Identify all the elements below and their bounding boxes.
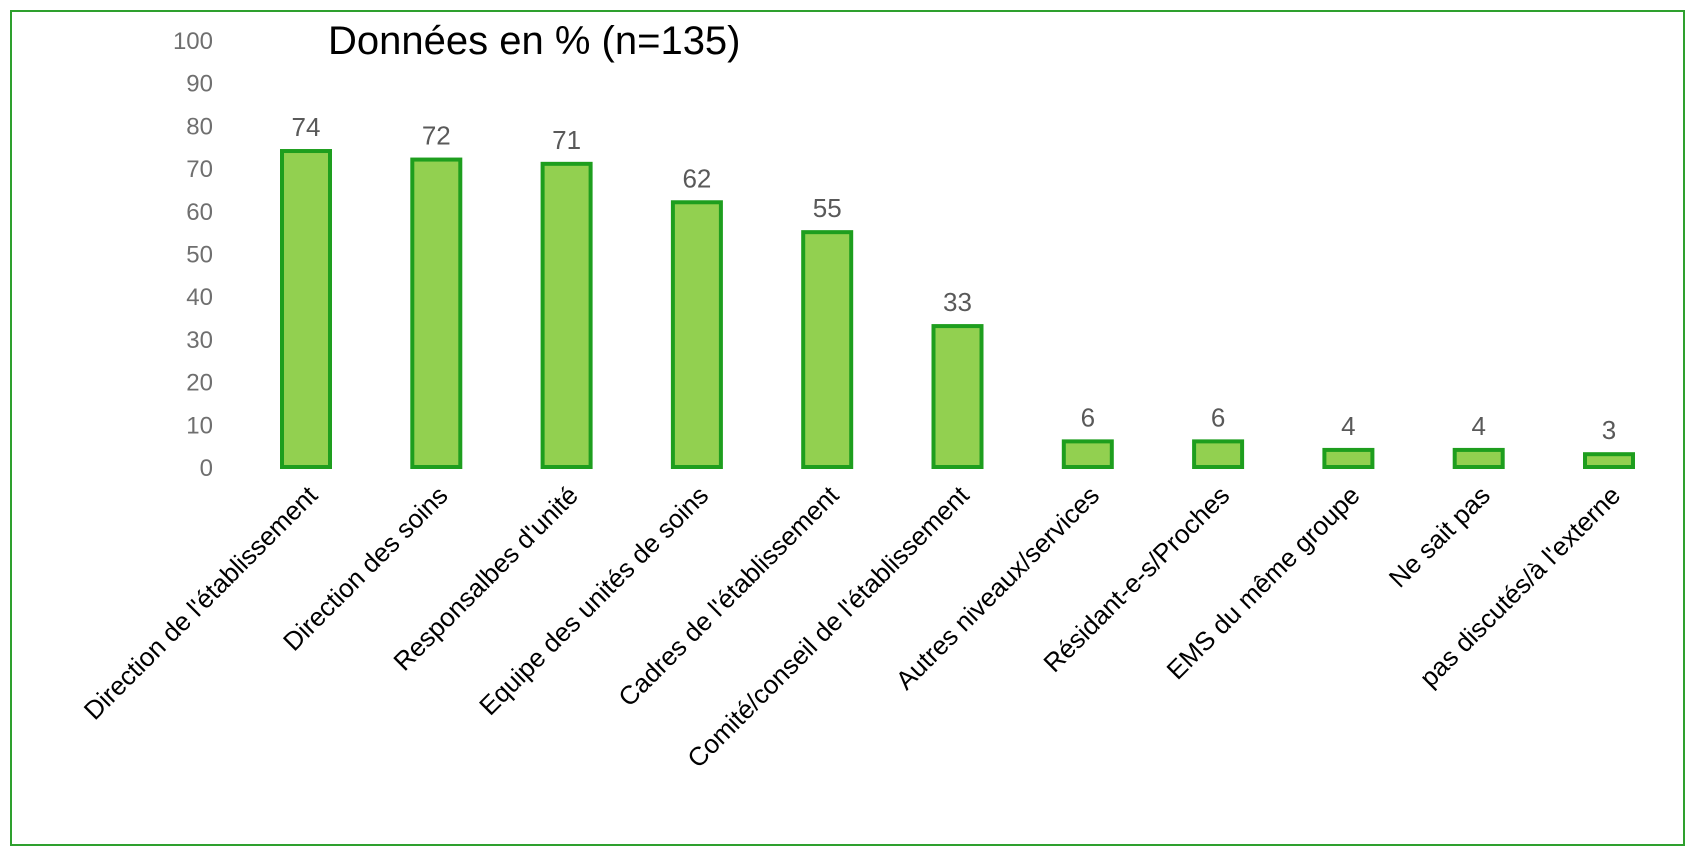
chart-title: Données en % (n=135) <box>328 19 741 63</box>
data-labels: 74 72 71 62 55 33 6 6 4 4 3 <box>292 112 1617 445</box>
bar <box>280 149 332 470</box>
y-tick-label: 10 <box>186 412 213 439</box>
data-label: 3 <box>1602 415 1616 445</box>
x-tick-label: Ne sait pas <box>1383 480 1496 593</box>
y-tick-label: 0 <box>200 455 213 482</box>
data-label: 62 <box>682 163 711 193</box>
y-tick-label: 60 <box>186 199 213 226</box>
data-label: 71 <box>552 125 581 155</box>
bar <box>1192 439 1245 470</box>
bar <box>1583 452 1635 470</box>
data-label: 74 <box>292 112 321 142</box>
bar <box>1322 447 1375 470</box>
y-tick-label: 50 <box>186 242 213 269</box>
y-tick-label: 20 <box>186 370 213 397</box>
data-label: 55 <box>813 193 842 223</box>
x-tick-label: Comité/conseil de l'établissement <box>681 479 975 773</box>
data-label: 33 <box>943 287 972 317</box>
y-tick-label: 30 <box>186 327 213 354</box>
y-tick-label: 80 <box>186 113 213 140</box>
bar <box>540 161 593 470</box>
y-tick-label: 100 <box>173 28 213 55</box>
bar <box>801 230 854 469</box>
bars <box>280 149 1635 470</box>
bar <box>1061 439 1114 470</box>
data-label: 72 <box>422 121 451 151</box>
bar <box>410 157 463 469</box>
bar <box>1452 447 1505 470</box>
x-tick-label: Equipe des unités de soins <box>473 480 714 721</box>
x-tick-label: Direction de l'établissement <box>78 479 324 725</box>
y-tick-label: 40 <box>186 284 213 311</box>
bar <box>670 200 723 469</box>
data-label: 6 <box>1211 402 1225 432</box>
data-label: 6 <box>1081 402 1095 432</box>
y-tick-label: 90 <box>186 71 213 98</box>
bar <box>931 324 984 469</box>
y-tick-label: 70 <box>186 156 213 183</box>
data-label: 4 <box>1341 411 1355 441</box>
data-label: 4 <box>1471 411 1485 441</box>
y-axis: 0 10 20 30 40 50 60 70 80 90 100 <box>173 28 213 482</box>
x-tick-label: Cadres de l'établissement <box>612 479 845 712</box>
